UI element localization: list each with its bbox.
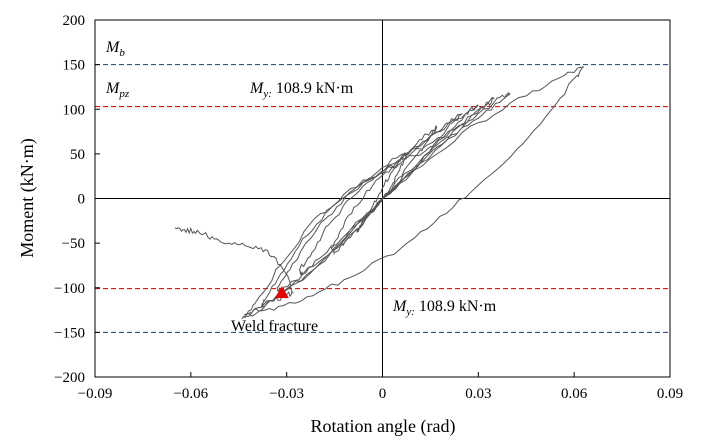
x-tick-label: −0.03 [269,386,304,402]
x-tick-label: 0.03 [465,386,491,402]
series-line-4 [276,104,479,294]
x-tick-label: −0.09 [78,386,113,402]
weld-fracture-label: Weld fracture [231,318,318,335]
y-tick-label: 50 [70,147,85,163]
weld-fracture-marker [274,286,289,299]
x-tick-label: 0 [379,386,387,402]
y-tick-label: 100 [63,102,86,118]
x-tick-label: −0.06 [173,386,208,402]
mb-label: Mb [105,39,125,59]
plot-frame [94,19,671,378]
series-line-8 [174,226,294,294]
y-tick-label: 150 [63,58,86,74]
y-tick-label: −150 [54,325,85,341]
y-tick-label: −100 [54,281,85,297]
y-tick-label: 0 [78,192,86,208]
hysteresis-series [174,66,585,320]
my-positive-label: My: 108.9 kN·m [249,80,354,100]
series-line-6 [243,91,511,316]
x-tick-label: 0.09 [657,386,683,402]
x-tick-label: 0.06 [561,386,588,402]
y-tick-label: 200 [63,13,86,29]
tick-labels: −0.09 −0.06 −0.03 0 0.03 0.06 0.09 −200 −150 −100… [54,13,683,402]
y-tick-label: −50 [62,236,85,252]
y-axis-label: Moment (kN·m) [17,138,38,257]
x-axis-label: Rotation angle (rad) [311,416,456,437]
mpz-label: Mpz [105,80,130,100]
my-negative-label: My: 108.9 kN·m [392,298,497,318]
y-tick-label: −200 [54,370,85,386]
series-line-7 [241,66,585,320]
